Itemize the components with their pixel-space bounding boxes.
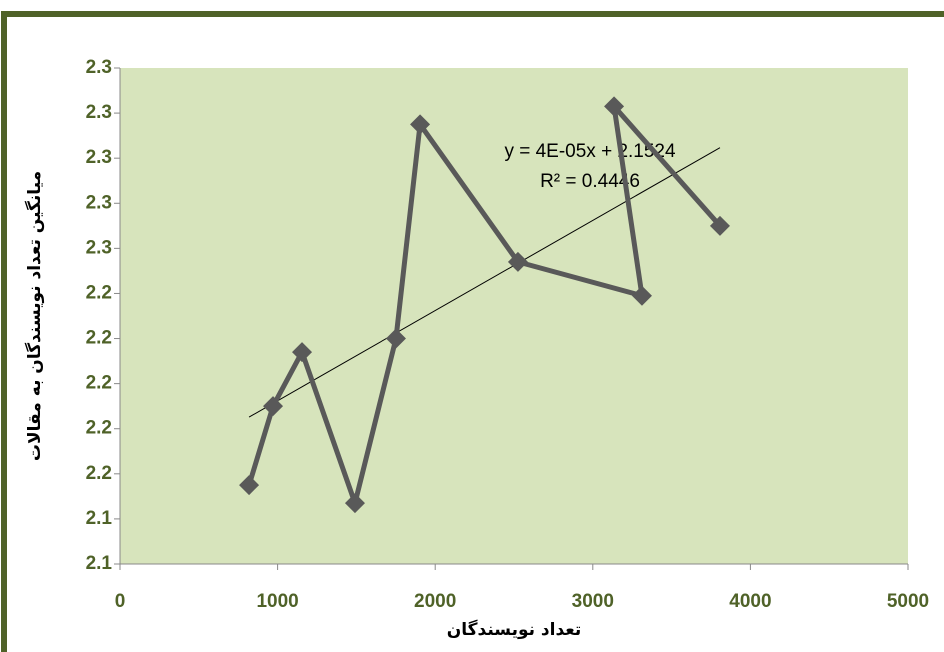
y-tick-label: 2.3 [86, 237, 112, 258]
y-axis-title: میانگین تعداد نویسندگان به مقالات [24, 171, 45, 461]
marker [263, 396, 284, 417]
marker [239, 475, 260, 496]
x-tick-label: 2000 [414, 591, 456, 612]
marker [344, 493, 365, 514]
y-tick-label: 2.1 [86, 553, 113, 574]
marker [385, 328, 406, 349]
y-tick-label: 2.3 [86, 57, 112, 78]
x-tick-label: 3000 [572, 591, 614, 612]
marker [631, 285, 652, 306]
marker [507, 251, 528, 272]
y-tick-label: 2.2 [86, 463, 112, 484]
marker [292, 342, 313, 363]
y-tick-label: 2.3 [86, 192, 112, 213]
y-tick-label: 2.3 [86, 147, 112, 168]
y-tick-label: 2.2 [86, 418, 112, 439]
marker [709, 215, 730, 236]
x-tick-label: 4000 [729, 591, 771, 612]
y-tick-label: 2.2 [86, 282, 112, 303]
y-tick-label: 2.2 [86, 373, 112, 394]
y-tick-label: 2.1 [86, 508, 113, 529]
x-tick-label: 0 [115, 591, 126, 612]
x-tick-label: 5000 [887, 591, 929, 612]
marker [604, 96, 625, 117]
series-line [246, 103, 722, 506]
x-axis-title: تعداد نویسندگان [447, 619, 582, 640]
trendline-equation: y = 4E-05x + 2.1524 [504, 141, 676, 162]
marker [410, 114, 431, 135]
trendline-r2: R² = 0.4446 [540, 171, 640, 192]
trendline [248, 147, 721, 418]
y-tick-label: 2.3 [86, 102, 112, 123]
x-tick-label: 1000 [256, 591, 298, 612]
y-tick-label: 2.2 [86, 328, 112, 349]
